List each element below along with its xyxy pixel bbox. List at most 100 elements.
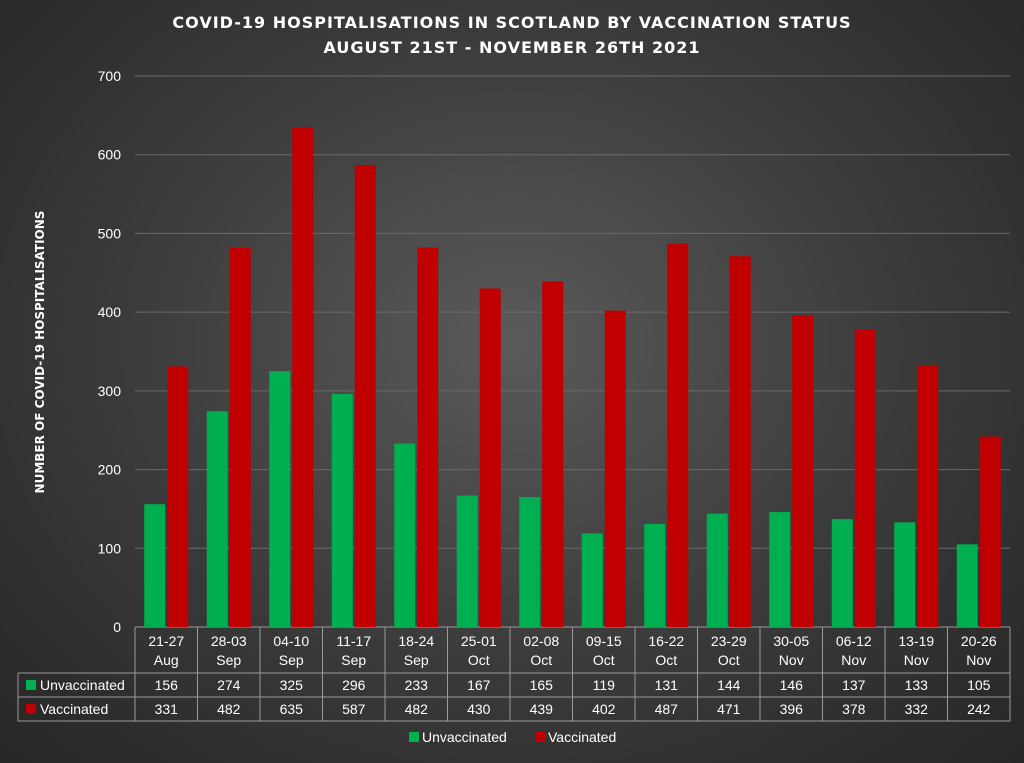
x-tick-label: 23-29	[711, 633, 747, 649]
table-cell-value: 482	[405, 701, 429, 717]
table-cell-value: 482	[217, 701, 241, 717]
bar-unvaccinated	[769, 512, 791, 627]
table-cell-value: 233	[405, 677, 429, 693]
table-cell-value: 296	[342, 677, 366, 693]
y-axis-label: NUMBER OF COVID-19 HOSPITALISATIONS	[33, 211, 47, 494]
x-tick-label: Oct	[655, 652, 677, 668]
x-tick-label: 18-24	[398, 633, 434, 649]
bars	[144, 127, 1001, 628]
x-tick-label: 16-22	[648, 633, 684, 649]
x-tick-label: 09-15	[586, 633, 622, 649]
bar-vaccinated	[354, 164, 376, 627]
legend-label: Unvaccinated	[422, 729, 507, 745]
table-row-header: Vaccinated	[40, 701, 108, 717]
x-tick-label: 21-27	[148, 633, 184, 649]
table-cell-value: 635	[280, 701, 304, 717]
bar-unvaccinated	[269, 371, 291, 627]
table-cell-value: 430	[467, 701, 491, 717]
table-cell-value: 144	[717, 677, 741, 693]
data-table: 21-27 Aug 28-03 Sep 04-10 Sep 11-17 Sep 18-24 Sep…	[17, 627, 1011, 722]
bar-unvaccinated	[894, 522, 916, 627]
legend: Unvaccinated Vaccinated	[409, 729, 616, 745]
bar-unvaccinated	[581, 533, 603, 627]
y-tick-label: 300	[98, 383, 122, 399]
x-tick-label: 25-01	[461, 633, 497, 649]
x-tick-label: 30-05	[773, 633, 809, 649]
x-tick-label: 02-08	[523, 633, 559, 649]
legend-key-unvaccinated	[409, 732, 419, 742]
table-cell-value: 402	[592, 701, 616, 717]
table-cell-value: 105	[967, 677, 991, 693]
bar-vaccinated	[479, 288, 501, 627]
bar-vaccinated	[604, 310, 626, 627]
y-tick-label: 0	[113, 619, 121, 635]
table-cell-value: 396	[780, 701, 804, 717]
bar-unvaccinated	[394, 443, 416, 627]
legend-label: Vaccinated	[548, 729, 616, 745]
legend-key-vaccinated	[535, 732, 545, 742]
table-cell-value: 242	[967, 701, 991, 717]
x-tick-label: Nov	[904, 652, 929, 668]
y-tick-label: 700	[98, 68, 122, 84]
gridlines	[135, 75, 1010, 628]
x-tick-label: Nov	[779, 652, 804, 668]
bar-unvaccinated	[519, 497, 541, 627]
table-row-header: Unvaccinated	[40, 677, 125, 693]
table-cell-value: 119	[593, 677, 616, 693]
bar-vaccinated	[792, 315, 814, 627]
y-tick-label: 200	[98, 462, 122, 478]
x-tick-label: 13-19	[898, 633, 934, 649]
table-cell-value: 167	[467, 677, 491, 693]
x-tick-label: Oct	[718, 652, 740, 668]
x-tick-label: 06-12	[836, 633, 872, 649]
x-tick-label: Sep	[341, 652, 366, 668]
x-tick-label: Oct	[530, 652, 552, 668]
row-legend-key	[26, 680, 36, 690]
bar-unvaccinated	[456, 495, 478, 627]
x-tick-label: Aug	[154, 652, 179, 668]
y-tick-label: 100	[98, 540, 122, 556]
table-cell-value: 146	[780, 677, 804, 693]
bar-unvaccinated	[331, 394, 353, 627]
bar-vaccinated	[854, 329, 876, 627]
table-cell-value: 587	[342, 701, 366, 717]
y-tick-label: 400	[98, 304, 122, 320]
chart-title: COVID-19 HOSPITALISATIONS IN SCOTLAND BY…	[172, 13, 851, 32]
bar-vaccinated	[917, 365, 939, 627]
bar-vaccinated	[979, 436, 1001, 627]
y-axis-ticks: 0 100 200 300 400 500 600 700	[98, 68, 122, 635]
bar-vaccinated	[229, 247, 251, 627]
x-tick-label: Sep	[216, 652, 241, 668]
x-tick-label: 04-10	[273, 633, 309, 649]
table-cell-value: 274	[217, 677, 241, 693]
chart-subtitle: AUGUST 21ST - NOVEMBER 26TH 2021	[324, 38, 701, 57]
table-cell-value: 471	[717, 701, 741, 717]
table-cell-value: 131	[655, 677, 679, 693]
x-tick-label: Nov	[966, 652, 991, 668]
table-cell-value: 325	[280, 677, 304, 693]
bar-unvaccinated	[644, 523, 666, 627]
table-cell-value: 133	[905, 677, 929, 693]
y-tick-label: 500	[98, 225, 122, 241]
x-tick-label: Sep	[404, 652, 429, 668]
table-cell-value: 331	[155, 701, 179, 717]
bar-vaccinated	[729, 256, 751, 627]
bar-unvaccinated	[144, 504, 166, 627]
table-cell-value: 137	[842, 677, 866, 693]
table-cell-value: 487	[655, 701, 679, 717]
bar-unvaccinated	[706, 513, 728, 627]
row-legend-key	[26, 704, 36, 714]
x-tick-label: 20-26	[961, 633, 997, 649]
bar-vaccinated	[417, 247, 439, 627]
x-tick-label: 11-17	[336, 633, 371, 649]
bar-vaccinated	[292, 127, 314, 628]
table-cell-value: 156	[155, 677, 179, 693]
bar-vaccinated	[667, 243, 689, 627]
x-tick-label: Oct	[593, 652, 615, 668]
bar-unvaccinated	[206, 411, 228, 627]
y-tick-label: 600	[98, 147, 122, 163]
table-cell-value: 165	[530, 677, 554, 693]
bar-unvaccinated	[831, 519, 853, 627]
bar-unvaccinated	[956, 544, 978, 627]
